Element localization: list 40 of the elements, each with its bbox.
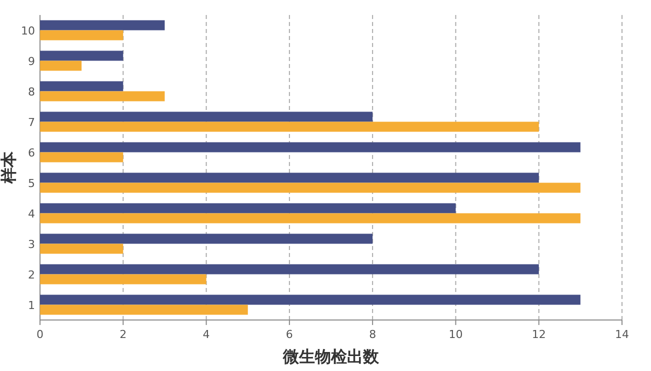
y-tick-label: 10 bbox=[21, 24, 35, 38]
bar bbox=[40, 274, 206, 284]
y-tick-label: 2 bbox=[28, 268, 35, 282]
bar bbox=[40, 304, 248, 315]
bar bbox=[40, 50, 124, 61]
y-tick-label: 6 bbox=[28, 146, 35, 160]
bar bbox=[40, 213, 580, 224]
y-tick-label: 1 bbox=[28, 298, 35, 312]
y-tick-label: 3 bbox=[28, 238, 35, 251]
bar bbox=[40, 20, 165, 30]
bar bbox=[40, 91, 165, 102]
bar bbox=[40, 112, 373, 122]
bar bbox=[40, 81, 124, 92]
bar bbox=[40, 122, 539, 132]
bar bbox=[40, 172, 539, 183]
y-tick-label: 9 bbox=[28, 54, 35, 68]
y-tick-label: 7 bbox=[28, 116, 35, 129]
bar bbox=[40, 152, 124, 162]
x-tick-label: 6 bbox=[286, 328, 293, 341]
bar bbox=[40, 244, 124, 254]
y-tick-label: 5 bbox=[28, 176, 35, 190]
x-tick-label: 8 bbox=[369, 328, 376, 341]
x-tick-label: 2 bbox=[120, 328, 127, 341]
x-tick-label: 10 bbox=[448, 328, 463, 341]
bar bbox=[40, 182, 580, 193]
x-tick-label: 0 bbox=[36, 328, 44, 341]
x-tick-label: 12 bbox=[532, 328, 546, 341]
y-tick-label: 8 bbox=[28, 85, 35, 98]
x-tick-label: 14 bbox=[615, 328, 629, 341]
bar bbox=[40, 30, 124, 40]
y-axis-title: 样本 bbox=[0, 150, 18, 184]
bar bbox=[40, 142, 580, 152]
x-tick-label: 4 bbox=[202, 328, 210, 341]
bar bbox=[40, 203, 456, 214]
bar bbox=[40, 264, 539, 274]
x-axis-title: 微生物检出数 bbox=[282, 347, 380, 366]
bar bbox=[40, 294, 580, 305]
bar bbox=[40, 60, 82, 71]
bar bbox=[40, 234, 373, 244]
y-tick-label: 4 bbox=[28, 207, 35, 220]
